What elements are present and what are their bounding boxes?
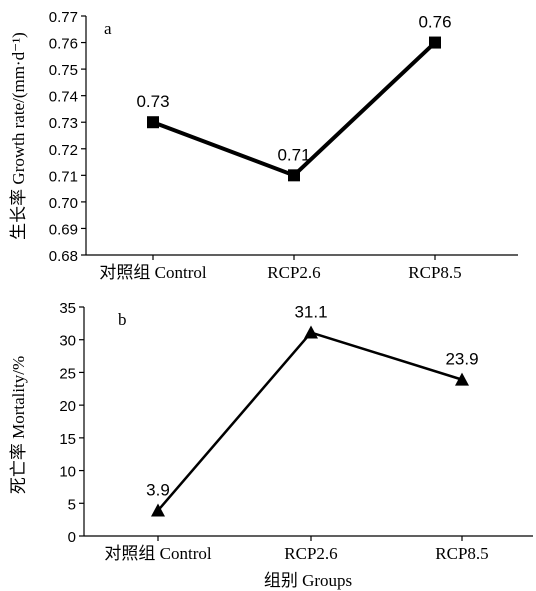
a-y-tick-label: 0.69 xyxy=(49,221,78,238)
a-data-label: 0.76 xyxy=(418,13,451,32)
b-x-tick-label: 对照组 Control xyxy=(104,544,211,563)
panel-a-growth-rate: a 生长率 Growth rate/(mm·d⁻¹) 0.77 0.76 0.75 0… xyxy=(9,9,518,282)
b-series-line xyxy=(157,331,463,512)
a-data-label: 0.73 xyxy=(136,92,169,111)
a-y-tick-label: 0.77 xyxy=(49,9,78,26)
a-y-tick-label: 0.72 xyxy=(49,142,78,159)
b-data-label: 3.9 xyxy=(146,480,170,499)
b-triangle-marker xyxy=(304,325,318,339)
a-y-tick-label: 0.75 xyxy=(49,62,78,79)
a-x-tick-label: RCP8.5 xyxy=(408,263,461,282)
a-y-tick-label: 0.73 xyxy=(49,115,78,132)
b-y-tick-label: 5 xyxy=(68,496,76,513)
a-x-tick-label: RCP2.6 xyxy=(267,263,320,282)
a-square-marker xyxy=(147,116,159,129)
panel-a-label: a xyxy=(104,19,112,38)
b-y-tick-label: 10 xyxy=(59,464,76,481)
a-x-tick-label: 对照组 Control xyxy=(99,263,206,282)
b-y-tick-label: 15 xyxy=(59,431,76,448)
b-x-tick-label: RCP2.6 xyxy=(284,544,337,563)
b-y-tick-label: 0 xyxy=(68,529,76,546)
b-triangle-marker xyxy=(455,372,469,386)
b-y-tick-label: 25 xyxy=(59,365,76,382)
panel-b-x-axis-title: 组别 Groups xyxy=(264,571,352,590)
b-triangle-marker xyxy=(151,503,165,517)
a-y-tick-label: 0.68 xyxy=(49,248,78,265)
b-y-tick-label: 20 xyxy=(59,398,76,415)
a-y-tick-label: 0.74 xyxy=(49,89,78,106)
panel-b-y-axis-title: 死亡率 Mortality/% xyxy=(9,356,28,494)
b-data-label: 31.1 xyxy=(294,303,327,322)
b-y-tick-label: 35 xyxy=(59,300,76,317)
panel-b-label: b xyxy=(118,310,127,329)
b-data-label: 23.9 xyxy=(445,350,478,369)
panel-a-y-axis-title: 生长率 Growth rate/(mm·d⁻¹) xyxy=(9,32,28,240)
a-square-marker xyxy=(288,169,300,182)
a-y-tick-label: 0.71 xyxy=(49,168,78,185)
b-y-tick-label: 30 xyxy=(59,333,76,350)
a-square-marker xyxy=(429,36,441,49)
b-x-tick-label: RCP8.5 xyxy=(435,544,488,563)
a-data-label: 0.71 xyxy=(277,145,310,164)
panel-b-mortality: b 死亡率 Mortality/% 组别 Groups 35 30 25 20 15 10… xyxy=(9,300,533,590)
a-y-tick-label: 0.76 xyxy=(49,36,78,53)
a-y-tick-label: 0.70 xyxy=(49,195,78,212)
